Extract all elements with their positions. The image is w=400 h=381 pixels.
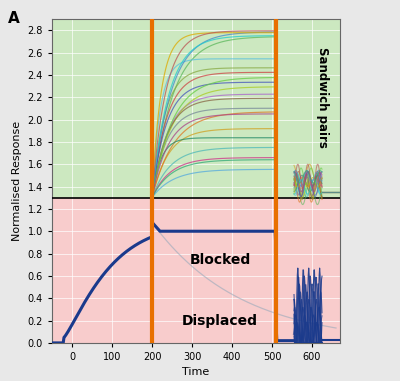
X-axis label: Time: Time [182,368,210,378]
Bar [52,0,340,198]
Text: A: A [8,11,20,26]
Y-axis label: Normalised Response: Normalised Response [12,121,22,241]
Text: Sandwich pairs: Sandwich pairs [316,47,328,148]
Bar [52,198,340,381]
Text: Blocked: Blocked [189,253,251,267]
Text: Displaced: Displaced [182,314,258,328]
